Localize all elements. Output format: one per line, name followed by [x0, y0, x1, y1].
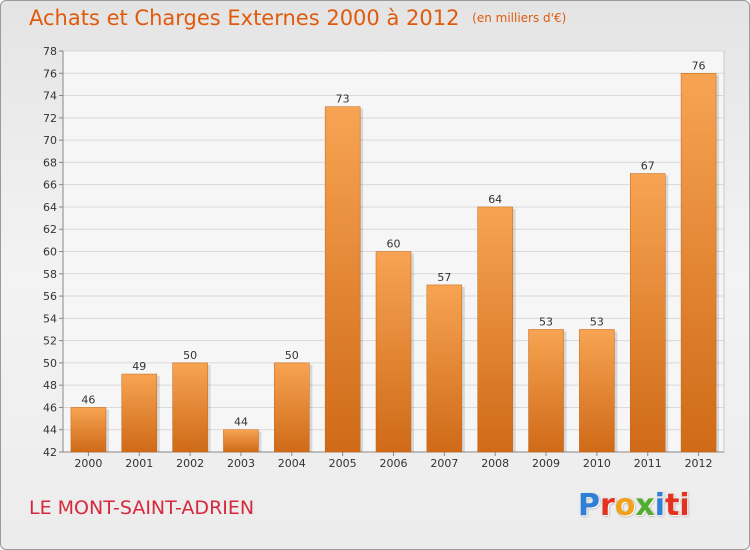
bar-2006 [375, 251, 412, 453]
town-name: LE MONT-SAINT-ADRIEN [29, 497, 255, 519]
y-tick-label: 58 [43, 268, 57, 281]
data-label: 60 [387, 238, 401, 251]
bar-2012 [680, 73, 717, 453]
data-label: 76 [692, 59, 706, 72]
axis-layer: 42 44 46 48 50 52 54 56 58 60 62 64 66 68 70 72 74 76 78 20… [43, 45, 724, 470]
data-label: 50 [183, 349, 197, 362]
x-tick-label: 2008 [481, 457, 509, 470]
x-tick-label: 2010 [583, 457, 611, 470]
data-label: 64 [488, 193, 502, 206]
bar-2005 [324, 106, 361, 453]
logo-letter: i [654, 488, 666, 523]
y-tick-label: 44 [43, 424, 57, 437]
x-tick-label: 2005 [329, 457, 357, 470]
data-label: 44 [234, 416, 248, 429]
y-tick-label: 54 [43, 312, 57, 325]
chart-title: Achats et Charges Externes 2000 à 2012 (… [29, 6, 566, 30]
data-label: 53 [539, 315, 553, 328]
data-label: 50 [285, 349, 299, 362]
data-label: 73 [336, 93, 350, 106]
x-tick-label: 2007 [430, 457, 458, 470]
y-tick-label: 46 [43, 401, 57, 414]
y-tick-label: 62 [43, 223, 57, 236]
y-tick-label: 78 [43, 45, 57, 58]
data-label: 46 [81, 393, 95, 406]
logo-letter: o [614, 488, 636, 523]
logo-letter: r [600, 488, 615, 523]
data-label: 57 [437, 271, 451, 284]
data-label: 53 [590, 315, 604, 328]
y-tick-label: 68 [43, 156, 57, 169]
y-tick-label: 48 [43, 379, 57, 392]
y-tick-label: 72 [43, 112, 57, 125]
label-layer: 46 49 50 44 50 73 60 57 64 53 53 67 76 [81, 59, 705, 428]
x-tick-label: 2004 [278, 457, 306, 470]
bar-layer [70, 73, 720, 453]
bar-2000 [70, 407, 107, 453]
x-tick-label: 2003 [227, 457, 255, 470]
x-tick-label: 2011 [634, 457, 662, 470]
y-tick-label: 64 [43, 201, 57, 214]
bar-2002 [172, 362, 208, 453]
x-tick-label: 2000 [74, 457, 102, 470]
logo-letter: ti [665, 488, 690, 523]
bar-2011 [629, 173, 666, 453]
proxiti-logo: Proxiti [578, 488, 690, 523]
y-tick-label: 56 [43, 290, 57, 303]
x-tick-label: 2009 [532, 457, 560, 470]
y-tick-label: 42 [43, 446, 57, 459]
logo-letter: x [635, 488, 655, 523]
bar-2007 [426, 284, 463, 453]
bar-2004 [274, 362, 310, 453]
y-tick-label: 70 [43, 134, 57, 147]
x-tick-label: 2012 [685, 457, 713, 470]
x-tick-label: 2001 [125, 457, 153, 470]
x-tick-label: 2006 [380, 457, 408, 470]
x-tick-label: 2002 [176, 457, 204, 470]
bar-2001 [121, 373, 158, 453]
y-tick-label: 60 [43, 246, 57, 259]
data-label: 49 [132, 360, 146, 373]
bar-2009 [528, 329, 564, 453]
title-text: Achats et Charges Externes 2000 à 2012 [29, 6, 460, 30]
bar-2010 [579, 329, 615, 453]
chart-subtitle: (en milliers d'€) [472, 11, 567, 25]
logo-letter: P [578, 488, 600, 523]
bar-2008 [477, 206, 513, 453]
data-label: 67 [641, 160, 655, 173]
y-tick-label: 74 [43, 90, 57, 103]
y-tick-label: 50 [43, 357, 57, 370]
y-tick-label: 66 [43, 179, 57, 192]
y-tick-label: 76 [43, 67, 57, 80]
y-tick-label: 52 [43, 335, 57, 348]
bar-2003 [223, 429, 259, 453]
